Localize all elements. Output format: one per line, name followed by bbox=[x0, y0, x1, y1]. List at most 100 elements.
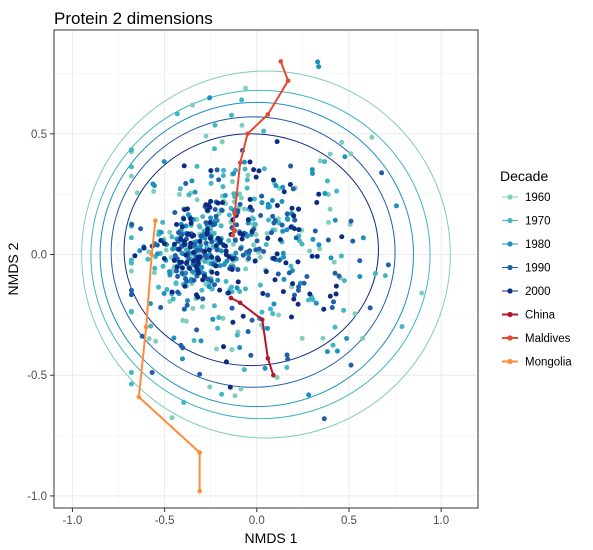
point-1970 bbox=[223, 278, 229, 284]
point-2000 bbox=[215, 256, 221, 262]
point-1980 bbox=[332, 217, 338, 223]
point-1990 bbox=[290, 186, 296, 192]
point-1960 bbox=[276, 312, 282, 318]
point-2000 bbox=[289, 314, 295, 320]
point-1970 bbox=[261, 128, 267, 134]
point-1980 bbox=[198, 242, 204, 248]
point-2000 bbox=[179, 224, 185, 230]
legend-key-point bbox=[507, 335, 513, 341]
point-1980 bbox=[151, 183, 157, 189]
point-1980 bbox=[244, 233, 250, 239]
point-1960 bbox=[241, 206, 247, 212]
point-1990 bbox=[330, 299, 336, 305]
legend-key-point bbox=[507, 241, 513, 247]
path-point-mongolia bbox=[153, 218, 158, 224]
point-1970 bbox=[152, 265, 158, 271]
point-1990 bbox=[296, 284, 302, 290]
point-1970 bbox=[266, 217, 272, 223]
legend-key-point bbox=[507, 217, 513, 224]
y-tick-label: 0.5 bbox=[31, 129, 47, 141]
path-point-maldives bbox=[232, 228, 237, 233]
point-1990 bbox=[173, 268, 179, 274]
point-2000 bbox=[239, 236, 245, 242]
point-1990 bbox=[304, 274, 310, 280]
point-1960 bbox=[369, 134, 375, 140]
point-2000 bbox=[132, 253, 138, 259]
y-tick-label: -1.0 bbox=[27, 491, 47, 503]
point-1960 bbox=[348, 151, 354, 157]
point-2000 bbox=[208, 168, 214, 174]
point-2000 bbox=[333, 291, 339, 297]
point-1980 bbox=[315, 59, 321, 65]
point-1960 bbox=[151, 188, 157, 194]
point-1990 bbox=[211, 282, 217, 288]
point-1980 bbox=[309, 170, 315, 176]
point-2000 bbox=[291, 296, 297, 302]
point-1990 bbox=[245, 329, 251, 335]
point-1960 bbox=[239, 122, 245, 128]
point-1980 bbox=[233, 250, 239, 256]
point-1960 bbox=[146, 336, 152, 342]
point-2000 bbox=[339, 234, 345, 240]
point-1990 bbox=[284, 211, 290, 217]
point-1970 bbox=[173, 280, 179, 286]
path-point-mongolia bbox=[149, 252, 155, 257]
point-1990 bbox=[183, 180, 189, 186]
point-2000 bbox=[271, 255, 277, 261]
point-1970 bbox=[160, 219, 166, 225]
legend-label-1970: 1970 bbox=[525, 216, 551, 228]
point-1990 bbox=[172, 253, 178, 259]
point-2000 bbox=[265, 235, 271, 241]
point-2000 bbox=[191, 233, 197, 239]
point-1960 bbox=[274, 375, 280, 381]
point-1990 bbox=[348, 218, 354, 224]
point-2000 bbox=[215, 200, 221, 206]
ellipse-1990 bbox=[110, 116, 396, 388]
point-1970 bbox=[170, 296, 176, 302]
point-1960 bbox=[128, 268, 134, 274]
point-1960 bbox=[213, 346, 219, 352]
point-1990 bbox=[240, 252, 246, 258]
point-1970 bbox=[194, 163, 200, 169]
point-2000 bbox=[204, 231, 210, 237]
point-2000 bbox=[296, 227, 302, 233]
point-1970 bbox=[244, 177, 250, 183]
point-1990 bbox=[234, 222, 240, 228]
point-1970 bbox=[341, 278, 347, 284]
point-1960 bbox=[307, 248, 313, 254]
point-2000 bbox=[223, 248, 229, 254]
point-1960 bbox=[238, 195, 244, 201]
point-2000 bbox=[247, 159, 253, 165]
path-point-china bbox=[237, 300, 243, 306]
point-2000 bbox=[176, 246, 182, 252]
point-1990 bbox=[179, 270, 185, 276]
point-1990 bbox=[312, 228, 318, 234]
point-2000 bbox=[253, 174, 259, 180]
point-1980 bbox=[154, 251, 160, 257]
point-1970 bbox=[202, 259, 208, 265]
point-1990 bbox=[198, 233, 204, 239]
point-1970 bbox=[160, 263, 166, 269]
ellipse-1960 bbox=[81, 70, 451, 439]
point-1980 bbox=[221, 262, 227, 268]
point-1990 bbox=[172, 210, 178, 216]
point-2000 bbox=[290, 281, 296, 287]
point-2000 bbox=[181, 163, 187, 169]
point-1980 bbox=[161, 159, 167, 165]
legend-key-point bbox=[507, 264, 513, 271]
point-1980 bbox=[215, 277, 221, 283]
point-1990 bbox=[325, 237, 331, 243]
point-1970 bbox=[128, 308, 134, 314]
point-2000 bbox=[215, 235, 221, 241]
point-1970 bbox=[211, 230, 217, 236]
point-2000 bbox=[272, 277, 278, 283]
point-1980 bbox=[280, 184, 286, 190]
point-1990 bbox=[235, 267, 241, 273]
point-1990 bbox=[232, 237, 238, 243]
point-1990 bbox=[248, 352, 254, 358]
point-1990 bbox=[286, 270, 292, 276]
point-1970 bbox=[219, 391, 225, 397]
point-1980 bbox=[198, 338, 204, 344]
point-2000 bbox=[221, 242, 227, 248]
point-1970 bbox=[322, 159, 328, 165]
